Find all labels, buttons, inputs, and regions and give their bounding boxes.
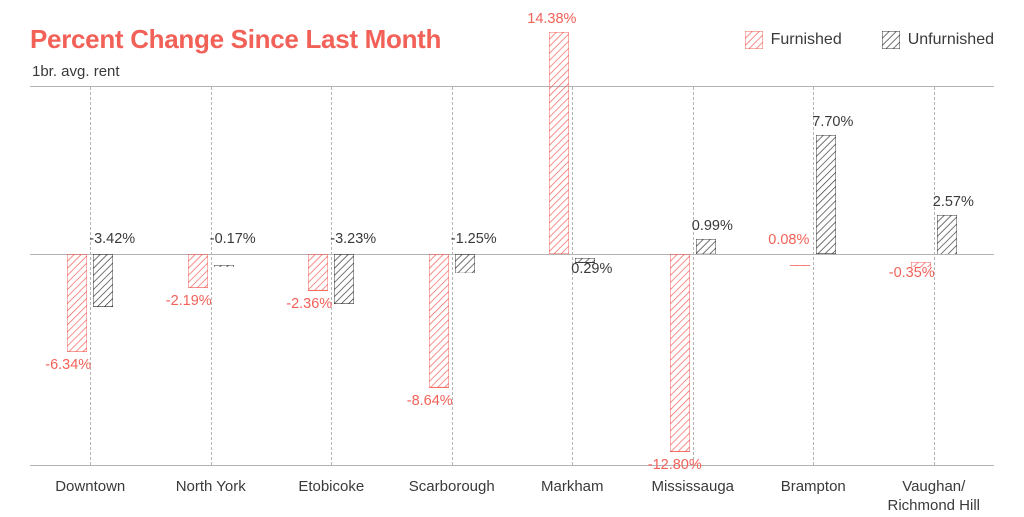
zero-axis-line bbox=[30, 254, 994, 255]
bar-furnished bbox=[67, 254, 87, 352]
bar-furnished bbox=[670, 254, 690, 452]
value-label-furnished: -6.34% bbox=[45, 358, 91, 373]
bar-furnished bbox=[429, 254, 449, 387]
value-label-unfurnished: -0.17% bbox=[210, 232, 256, 247]
value-label-unfurnished: 7.70% bbox=[812, 115, 853, 130]
value-label-unfurnished: -1.25% bbox=[451, 232, 497, 247]
bar-unfurnished bbox=[696, 239, 716, 254]
x-axis-label: North York bbox=[151, 478, 272, 516]
bar-furnished bbox=[911, 254, 931, 259]
bar-unfurnished bbox=[937, 215, 957, 255]
value-label-unfurnished: -3.23% bbox=[330, 232, 376, 247]
legend-item-unfurnished: Unfurnished bbox=[882, 31, 994, 49]
value-label-furnished: -0.35% bbox=[889, 266, 935, 281]
bar-unfurnished bbox=[816, 135, 836, 254]
value-label-furnished: 14.38% bbox=[527, 12, 576, 27]
legend-item-furnished: Furnished bbox=[745, 31, 842, 49]
chart-legend: Furnished Unfurnished bbox=[745, 31, 994, 49]
bar-furnished bbox=[549, 32, 569, 254]
chart-title: Percent Change Since Last Month bbox=[30, 24, 441, 55]
x-axis-label: Mississauga bbox=[633, 478, 754, 516]
value-label-unfurnished: 0.99% bbox=[692, 219, 733, 234]
swatch-furnished-icon bbox=[745, 31, 763, 49]
chart-plot-area: -6.34% -3.42% -2.19% -0.17% -2.36% -3.23% -8.6… bbox=[30, 86, 994, 466]
bar-unfurnished bbox=[334, 254, 354, 304]
bar-unfurnished bbox=[575, 250, 595, 254]
value-label-unfurnished: 2.57% bbox=[933, 195, 974, 210]
chart-container: Percent Change Since Last Month Furnishe… bbox=[0, 0, 1024, 517]
x-axis-label: Scarborough bbox=[392, 478, 513, 516]
category-guideline bbox=[813, 87, 814, 465]
bar-furnished bbox=[188, 254, 208, 288]
bar-furnished bbox=[308, 254, 328, 290]
value-label-furnished: -8.64% bbox=[407, 394, 453, 409]
value-label-furnished: 0.08% bbox=[768, 233, 809, 248]
bar-unfurnished bbox=[455, 254, 475, 273]
value-label-furnished: -2.19% bbox=[166, 294, 212, 309]
bar-unfurnished bbox=[214, 254, 234, 257]
value-label-furnished: -12.80% bbox=[648, 458, 702, 473]
chart-subtitle: 1br. avg. rent bbox=[32, 63, 994, 80]
bar-unfurnished bbox=[93, 254, 113, 307]
swatch-unfurnished-icon bbox=[882, 31, 900, 49]
x-axis-label: Downtown bbox=[30, 478, 151, 516]
value-label-unfurnished: 0.29% bbox=[571, 262, 612, 277]
x-axis-label: Markham bbox=[512, 478, 633, 516]
category-guideline bbox=[693, 87, 694, 465]
x-axis-label: Vaughan/Richmond Hill bbox=[874, 478, 995, 516]
legend-furnished-label: Furnished bbox=[771, 31, 842, 49]
x-axis-label: Brampton bbox=[753, 478, 874, 516]
value-label-unfurnished: -3.42% bbox=[89, 232, 135, 247]
category-guideline bbox=[211, 87, 212, 465]
category-guideline bbox=[90, 87, 91, 465]
x-axis-label: Etobicoke bbox=[271, 478, 392, 516]
x-axis-labels: DowntownNorth YorkEtobicokeScarboroughMa… bbox=[30, 478, 994, 516]
bar-furnished bbox=[790, 253, 810, 254]
chart-header: Percent Change Since Last Month Furnishe… bbox=[30, 24, 994, 55]
category-guideline bbox=[331, 87, 332, 465]
value-label-furnished: -2.36% bbox=[286, 297, 332, 312]
legend-unfurnished-label: Unfurnished bbox=[908, 31, 994, 49]
